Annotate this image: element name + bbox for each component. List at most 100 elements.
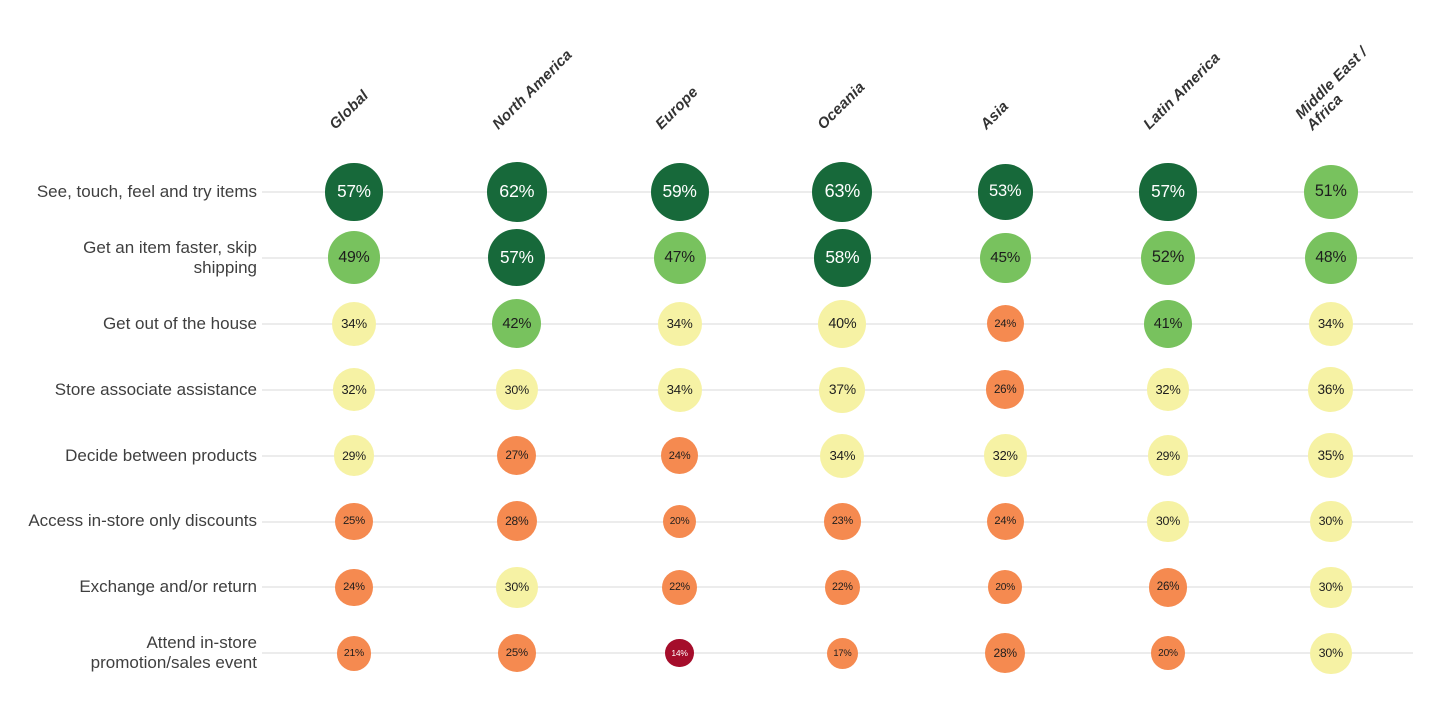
bubble-r1c1: 57% (488, 229, 546, 287)
bubble-r5c1: 28% (496, 501, 537, 542)
bubble-r1c0: 49% (327, 231, 381, 285)
bubble-value: 52% (1151, 248, 1185, 267)
bubble-value: 47% (664, 248, 695, 266)
bubble-r0c3: 63% (812, 161, 873, 222)
bubble-value: 57% (337, 181, 371, 201)
bubble-value: 22% (669, 581, 690, 594)
bubble-value: 58% (825, 247, 860, 268)
bubble-r3c6: 36% (1308, 367, 1354, 413)
column-header: Oceania (814, 78, 869, 134)
bubble-value: 63% (824, 181, 861, 202)
bubble-value: 17% (833, 648, 852, 659)
bubble-r5c5: 30% (1147, 500, 1189, 543)
bubble-r3c3: 37% (819, 366, 866, 413)
bubble-value: 29% (342, 448, 366, 463)
bubble-r7c3: 17% (826, 637, 858, 669)
column-header: Global (326, 87, 373, 134)
bubble-value: 24% (994, 515, 1016, 528)
column-header: Middle East / Africa (1291, 43, 1371, 134)
row-label: Get an item faster, skip shipping (83, 237, 257, 277)
bubble-r4c0: 29% (333, 435, 375, 476)
bubble-r2c4: 24% (986, 305, 1024, 343)
bubble-value: 59% (662, 181, 697, 202)
bubble-r0c6: 51% (1303, 165, 1358, 219)
bubble-r0c1: 62% (487, 162, 547, 222)
bubble-value: 36% (1317, 382, 1345, 398)
bubble-value: 62% (499, 181, 535, 202)
bubble-value: 27% (505, 449, 529, 463)
bubble-value: 34% (1317, 316, 1344, 332)
bubble-r4c3: 34% (820, 433, 865, 478)
bubble-value: 25% (505, 647, 528, 660)
bubble-r6c3: 22% (824, 569, 861, 606)
row-label: Attend in-store promotion/sales event (90, 633, 257, 673)
bubble-value: 51% (1314, 182, 1347, 201)
bubble-value: 34% (829, 448, 856, 464)
bubble-r3c5: 32% (1146, 368, 1190, 412)
bubble-r0c4: 53% (977, 164, 1033, 220)
bubble-value: 21% (343, 647, 365, 659)
bubble-value: 28% (993, 646, 1017, 661)
bubble-r6c1: 30% (496, 566, 538, 609)
bubble-r1c3: 58% (813, 229, 872, 287)
bubble-r2c3: 40% (818, 299, 867, 348)
bubble-value: 20% (995, 581, 1016, 593)
bubble-r4c1: 27% (497, 435, 537, 476)
column-header: North America (488, 46, 576, 134)
bubble-value: 26% (993, 383, 1017, 396)
bubble-r3c1: 30% (496, 368, 538, 411)
bubble-r1c2: 47% (653, 231, 706, 284)
bubble-r1c5: 52% (1140, 230, 1196, 286)
bubble-value: 30% (1318, 514, 1343, 529)
bubble-r4c6: 35% (1308, 433, 1354, 478)
bubble-value: 29% (1156, 448, 1180, 463)
bubble-value: 45% (990, 249, 1021, 267)
bubble-value: 24% (668, 449, 691, 462)
bubble-value: 57% (1151, 181, 1185, 201)
bubble-r7c6: 30% (1310, 632, 1352, 674)
bubble-value: 49% (338, 248, 370, 266)
bubble-r3c0: 32% (332, 368, 376, 412)
bubble-value: 34% (666, 316, 693, 332)
bubble-r4c5: 29% (1147, 435, 1189, 476)
column-header: Latin America (1140, 49, 1224, 134)
bubble-value: 30% (1155, 514, 1181, 529)
bubble-value: 30% (504, 382, 529, 397)
bubble-value: 35% (1317, 448, 1344, 464)
bubble-value: 48% (1315, 248, 1347, 266)
bubble-r6c0: 24% (335, 568, 373, 606)
bubble-r3c2: 34% (657, 367, 702, 412)
bubble-value: 40% (828, 315, 857, 332)
bubble-r2c6: 34% (1308, 301, 1353, 346)
bubble-r6c5: 26% (1148, 568, 1188, 607)
bubble-r6c6: 30% (1310, 566, 1352, 609)
column-header: Asia (977, 98, 1013, 134)
bubble-value: 26% (1156, 581, 1180, 594)
bubble-value: 34% (341, 316, 367, 332)
bubble-r2c1: 42% (492, 299, 542, 349)
bubble-r2c5: 41% (1143, 299, 1193, 348)
column-header: Europe (651, 83, 702, 134)
bubble-value: 20% (669, 515, 690, 527)
bubble-value: 37% (828, 382, 856, 398)
bubble-value: 32% (341, 382, 367, 398)
bubble-value: 25% (342, 515, 366, 528)
bubble-value: 23% (831, 515, 853, 528)
bubble-value: 30% (1318, 580, 1343, 595)
bubble-r3c4: 26% (985, 370, 1025, 409)
row-label: See, touch, feel and try items (36, 181, 257, 201)
bubble-value: 42% (502, 315, 532, 332)
bubble-r6c4: 20% (988, 570, 1023, 605)
bubble-r5c0: 25% (335, 502, 373, 541)
bubble-value: 30% (1318, 646, 1343, 661)
bubble-r7c0: 21% (336, 635, 372, 671)
bubble-value: 41% (1153, 315, 1183, 332)
bubble-r5c4: 24% (986, 502, 1024, 540)
bubble-value: 24% (994, 317, 1016, 330)
bubble-r6c2: 22% (661, 569, 698, 606)
row-label: Decide between products (65, 445, 257, 465)
bubble-r0c2: 59% (650, 162, 709, 222)
bubble-r4c4: 32% (983, 434, 1027, 477)
bubble-value: 32% (992, 448, 1018, 464)
